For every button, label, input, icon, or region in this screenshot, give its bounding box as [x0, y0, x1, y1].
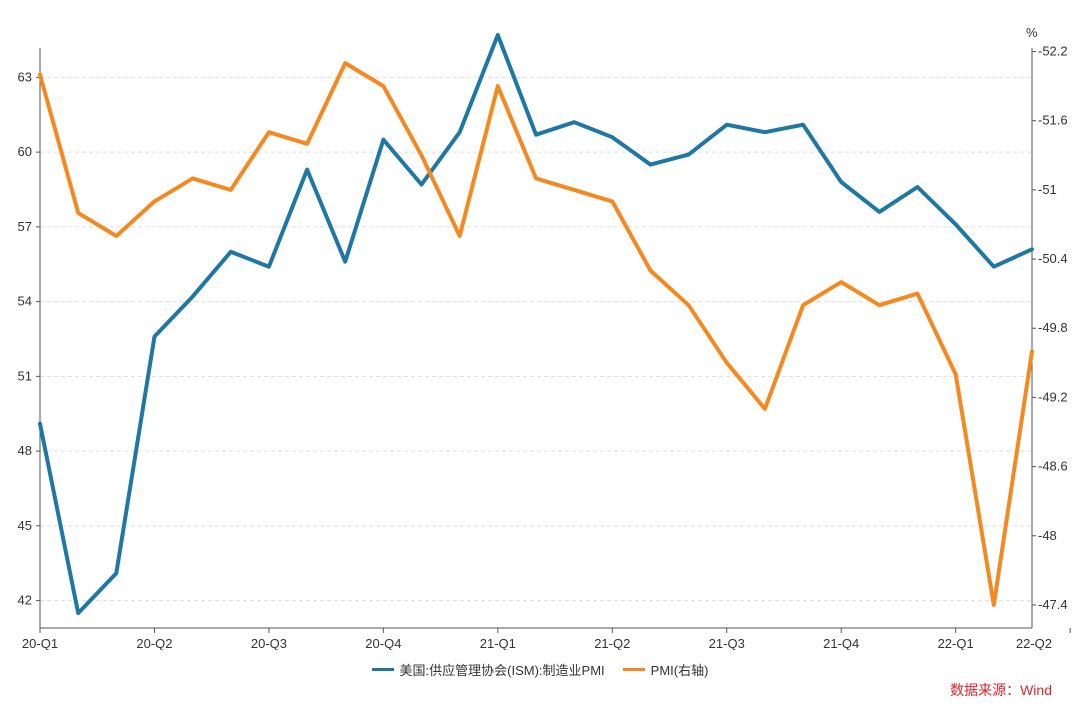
x-tick-label: 21-Q1	[480, 636, 516, 650]
left-tick-label: 54	[18, 294, 32, 309]
series-line-ism	[38, 33, 1034, 616]
right-tick-label: -52.2	[1038, 44, 1068, 59]
right-tick-label: -48	[1038, 528, 1057, 543]
legend-label-ism: 美国:供应管理协会(ISM):制造业PMI	[399, 663, 605, 678]
right-tick-label: -49.2	[1038, 389, 1068, 404]
right-axis-ticks: -47.4 -48 -48.6 -49.2 -49.8 -50.4 -51 -51.6 -52.…	[1032, 44, 1068, 612]
legend-item-ism: 美国:供应管理协会(ISM):制造业PMI	[371, 660, 605, 679]
x-tick-label: 22-Q2	[1016, 636, 1052, 650]
legend: 美国:供应管理协会(ISM):制造业PMI PMI(右轴)	[0, 660, 1080, 679]
grid-lines	[40, 76, 1032, 602]
right-tick-label: -47.4	[1038, 597, 1068, 612]
left-tick-label: 60	[18, 144, 32, 159]
source-note: 数据来源：Wind	[950, 682, 1052, 698]
left-tick-label: 48	[18, 443, 32, 458]
left-tick-label: 57	[18, 219, 32, 234]
left-tick-label: 63	[18, 69, 32, 84]
right-tick-label: -49.8	[1038, 320, 1068, 335]
legend-label-pmi: PMI(右轴)	[650, 663, 709, 678]
right-axis-unit-label: %	[1026, 25, 1038, 40]
x-tick-label: 21-Q4	[823, 636, 859, 650]
left-tick-label: 42	[18, 593, 32, 608]
left-axis-ticks: 42 45 48 51 54 57 60 63	[18, 69, 40, 608]
legend-item-pmi: PMI(右轴)	[622, 660, 709, 679]
series-lines	[38, 33, 1034, 616]
left-tick-label: 45	[18, 518, 32, 533]
left-tick-label: 51	[18, 368, 32, 383]
axes	[39, 48, 1033, 629]
legend-swatch-pmi	[622, 668, 645, 671]
x-tick-label: 20-Q2	[136, 636, 172, 650]
chart-canvas: 42 45 48 51 54 57 60 63 -47.4 -48 -48.6 -49.2 -49.8…	[18, 25, 1071, 650]
right-tick-label: -48.6	[1038, 459, 1068, 474]
series-line-pmi	[38, 61, 1034, 607]
x-tick-label: 20-Q4	[365, 636, 401, 650]
right-tick-label: -50.4	[1038, 251, 1068, 266]
x-axis-ticks: 20-Q1 20-Q2 20-Q3 20-Q4 21-Q1 21-Q2 21-Q3 21-Q4…	[22, 628, 1071, 650]
x-tick-label: 21-Q3	[709, 636, 745, 650]
right-tick-label: -51	[1038, 182, 1057, 197]
x-tick-label: 20-Q3	[251, 636, 287, 650]
x-tick-label: 21-Q2	[594, 636, 630, 650]
legend-swatch-ism	[371, 668, 394, 671]
x-tick-label: 22-Q1	[938, 636, 974, 650]
x-tick-label: 20-Q1	[22, 636, 58, 650]
right-tick-label: -51.6	[1038, 113, 1068, 128]
